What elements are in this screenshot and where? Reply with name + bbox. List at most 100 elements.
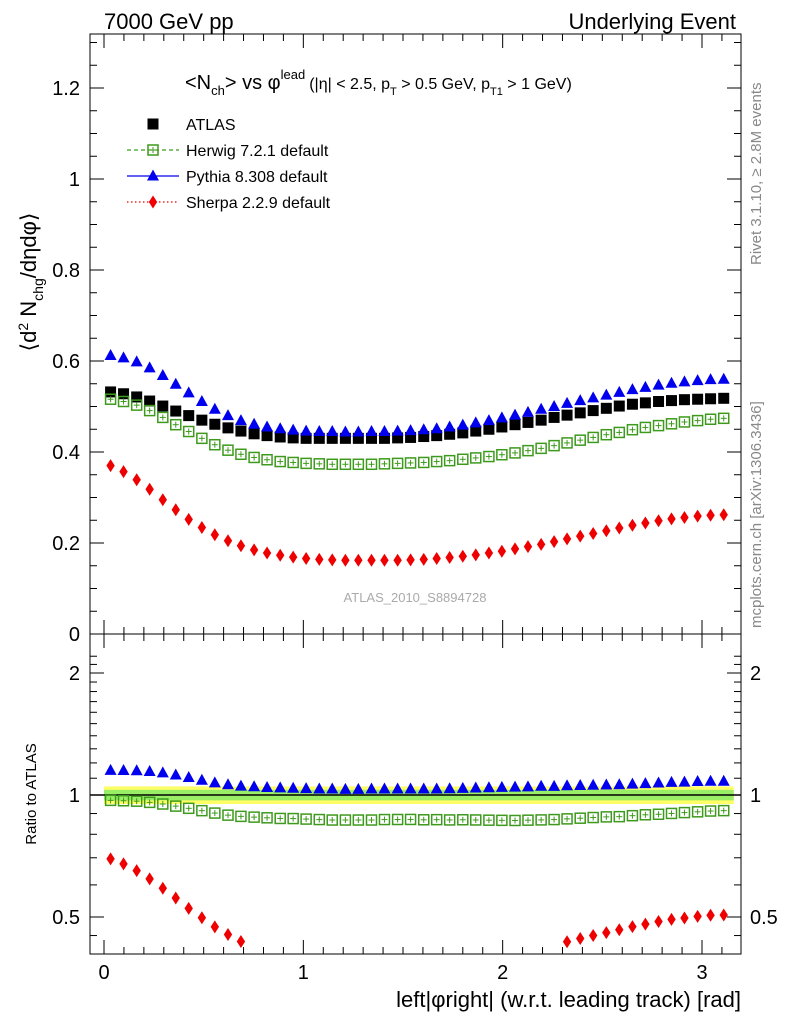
point-pythia <box>521 405 534 417</box>
point-herwig <box>157 411 169 424</box>
ratio-point-pythia <box>521 780 534 792</box>
ratio-point-sherpa <box>576 932 585 946</box>
ratio-point-sherpa <box>106 852 115 866</box>
point-sherpa <box>184 512 193 526</box>
ratio-point-herwig <box>548 813 560 826</box>
ratio-point-herwig-box <box>235 810 247 823</box>
point-herwig-box <box>339 458 352 471</box>
point-sherpa <box>249 543 259 557</box>
ratio-point-pythia <box>208 776 221 788</box>
ratio-point-pythia <box>548 779 561 791</box>
point-herwig-box <box>326 458 338 471</box>
ratio-point-herwig <box>561 813 573 825</box>
point-sherpa <box>341 553 350 567</box>
point-atlas <box>235 425 247 437</box>
point-herwig-box <box>157 411 169 424</box>
point-herwig-box <box>613 426 626 439</box>
main-y-tick-label: 1 <box>69 169 80 191</box>
point-sherpa <box>445 551 454 565</box>
point-herwig-box <box>678 416 691 428</box>
ratio-y-tick-label-right: 2 <box>750 663 761 685</box>
point-herwig <box>391 457 404 470</box>
point-sherpa <box>510 542 520 556</box>
point-pythia <box>482 414 495 426</box>
ratio-point-sherpa <box>706 908 715 922</box>
ratio-point-sherpa <box>667 912 676 926</box>
ratio-point-herwig <box>665 807 678 820</box>
point-sherpa <box>315 552 324 566</box>
point-pythia <box>143 361 156 373</box>
ratio-point-herwig <box>104 794 117 807</box>
point-pythia <box>300 424 313 436</box>
point-herwig <box>665 418 678 430</box>
ratio-point-herwig-box <box>326 814 338 826</box>
point-herwig <box>117 395 130 408</box>
point-sherpa <box>328 553 337 567</box>
legend: ATLAS Herwig 7.2.1 default Pythia 8.308 … <box>127 117 331 212</box>
ratio-point-pythia <box>535 779 548 791</box>
point-herwig-box <box>365 458 378 471</box>
point-herwig-box <box>248 451 260 464</box>
ratio-point-herwig <box>639 809 652 821</box>
point-herwig <box>130 399 143 411</box>
point-pythia <box>117 351 130 363</box>
point-atlas <box>222 422 234 434</box>
ratio-point-pythia <box>587 778 600 790</box>
ratio-point-herwig <box>378 813 391 826</box>
ratio-point-herwig <box>287 812 299 825</box>
point-pythia <box>169 377 182 389</box>
ratio-point-herwig-box <box>287 812 299 825</box>
x-tick-label: 3 <box>696 962 707 984</box>
ratio-point-herwig-box <box>548 813 560 826</box>
ratio-point-pythia <box>626 777 639 789</box>
ratio-point-herwig-box <box>130 795 143 807</box>
ratio-point-herwig <box>522 814 534 826</box>
point-sherpa <box>680 511 689 525</box>
point-atlas <box>392 432 404 444</box>
point-pythia <box>391 424 404 436</box>
point-herwig-box <box>313 458 326 470</box>
ratio-point-sherpa <box>132 864 141 878</box>
ratio-point-sherpa <box>184 901 193 915</box>
point-sherpa <box>236 539 246 553</box>
point-atlas <box>718 392 730 404</box>
main-y-tick-label: 0.4 <box>52 442 80 464</box>
ratio-point-herwig <box>209 807 221 819</box>
point-pythia <box>326 425 339 437</box>
ratio-point-herwig <box>196 804 208 817</box>
legend-marker-herwig-box <box>147 144 159 156</box>
point-herwig-box <box>587 431 599 444</box>
point-herwig <box>339 458 352 471</box>
point-herwig <box>404 457 417 469</box>
ratio-point-herwig-box <box>378 813 391 826</box>
ratio-plot-frame <box>89 633 742 955</box>
point-atlas <box>157 400 169 412</box>
point-sherpa <box>223 534 233 548</box>
point-herwig <box>704 413 717 425</box>
point-atlas <box>587 405 599 417</box>
point-herwig <box>326 458 338 471</box>
process-label: Underlying Event <box>568 9 736 34</box>
ratio-point-pythia <box>678 775 691 787</box>
point-atlas <box>666 395 678 407</box>
point-pythia <box>509 408 522 420</box>
ratio-point-pythia <box>104 763 117 775</box>
point-herwig <box>313 458 326 470</box>
ratio-point-herwig-box <box>587 811 599 824</box>
point-pythia <box>561 396 574 408</box>
point-herwig-box <box>691 414 704 427</box>
point-herwig <box>417 456 430 469</box>
point-herwig-box <box>548 439 560 452</box>
ratio-point-herwig-box <box>274 812 286 825</box>
ratio-point-herwig <box>691 806 704 818</box>
point-pythia <box>495 411 508 423</box>
ratio-point-sherpa <box>628 920 637 934</box>
point-herwig <box>209 438 221 451</box>
point-herwig-box <box>417 456 430 469</box>
ratio-point-herwig <box>652 808 665 821</box>
ratio-point-herwig <box>261 812 273 824</box>
point-atlas <box>705 393 717 405</box>
point-atlas <box>496 421 508 433</box>
ratio-point-pythia <box>509 780 522 792</box>
